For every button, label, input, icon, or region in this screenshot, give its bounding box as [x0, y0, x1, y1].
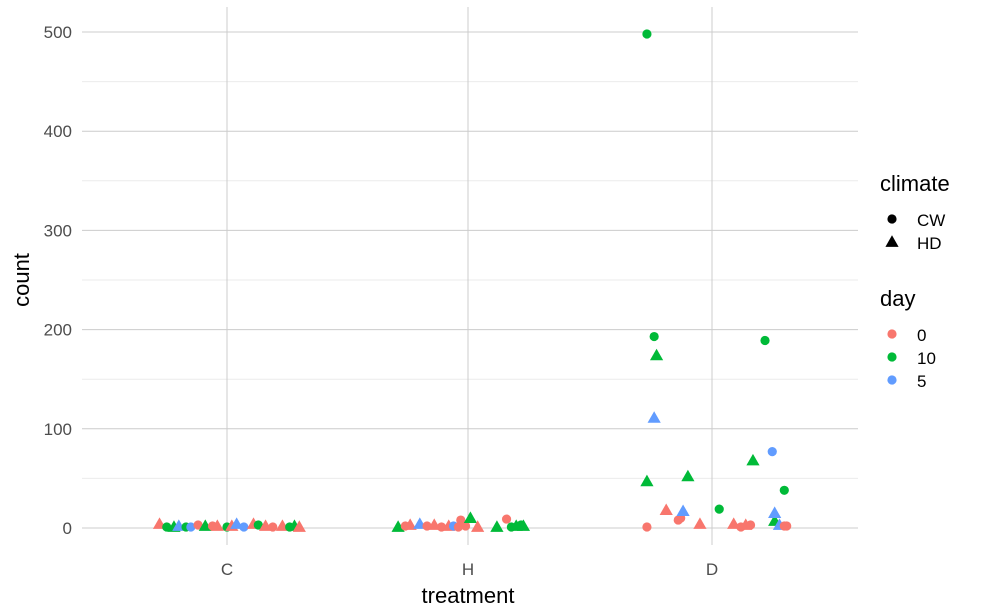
data-point-triangle	[649, 348, 664, 361]
data-point-triangle	[647, 411, 661, 423]
legend-key-circle	[887, 214, 897, 224]
data-point-triangle	[693, 517, 707, 529]
y-tick-label: 200	[44, 321, 72, 340]
legend-day: day 0 10 5	[880, 286, 936, 391]
data-point-triangle	[676, 504, 690, 516]
data-point-triangle	[681, 469, 695, 482]
legend-day-label: 10	[917, 349, 936, 368]
data-point-circle	[239, 522, 249, 532]
data-point-circle	[193, 520, 203, 530]
y-tick-label: 300	[44, 221, 72, 240]
legend-climate-label: HD	[917, 234, 942, 253]
legend-day-label: 5	[917, 372, 926, 391]
data-point-triangle	[659, 503, 673, 516]
data-point-circle	[268, 522, 278, 532]
data-point-circle	[501, 514, 512, 524]
data-point-triangle	[768, 506, 782, 518]
legend-key-triangle	[885, 235, 899, 247]
data-point-circle	[460, 521, 471, 531]
y-tick-label: 100	[44, 420, 72, 439]
data-point-triangle	[490, 520, 504, 532]
y-tick-label: 500	[44, 23, 72, 42]
legend-day-title: day	[880, 286, 915, 311]
legend-day-label: 0	[917, 326, 926, 345]
legend-climate-label: CW	[917, 211, 945, 230]
data-point-triangle	[746, 453, 760, 466]
data-point-triangle	[403, 518, 417, 530]
data-point-circle	[642, 522, 652, 532]
y-tick-label: 400	[44, 122, 72, 141]
y-tick-label: 0	[63, 519, 72, 538]
data-point-circle	[779, 521, 789, 531]
data-point-circle	[760, 335, 770, 346]
data-point-circle	[779, 485, 789, 495]
x-tick-label: H	[462, 560, 474, 579]
data-point-circle	[186, 522, 196, 532]
data-point-triangle	[516, 519, 531, 531]
data-point-circle	[642, 29, 652, 39]
y-axis-title: count	[9, 253, 34, 307]
data-point-circle	[745, 520, 756, 530]
data-points	[152, 29, 792, 532]
data-point-triangle	[640, 474, 654, 487]
legend-climate: climate CW HD	[880, 171, 950, 253]
data-point-triangle	[210, 519, 224, 531]
data-point-circle	[767, 447, 777, 457]
data-point-circle	[649, 331, 659, 342]
y-axis-tick-labels: 0 100 200 300 400 500	[44, 23, 72, 538]
data-point-circle	[453, 522, 463, 532]
x-tick-label: D	[706, 560, 718, 579]
legend-key-color	[887, 375, 897, 385]
x-tick-label: C	[221, 560, 233, 579]
data-point-triangle	[391, 520, 405, 532]
data-point-triangle	[471, 520, 485, 532]
data-point-triangle	[463, 511, 478, 523]
legend-key-color	[887, 329, 897, 339]
data-point-triangle	[292, 520, 306, 532]
legend-climate-title: climate	[880, 171, 950, 196]
x-axis-title: treatment	[422, 583, 515, 608]
grid-lines	[82, 7, 858, 545]
data-point-circle	[714, 504, 724, 514]
data-point-circle	[253, 520, 263, 530]
legend-key-color	[887, 352, 897, 362]
